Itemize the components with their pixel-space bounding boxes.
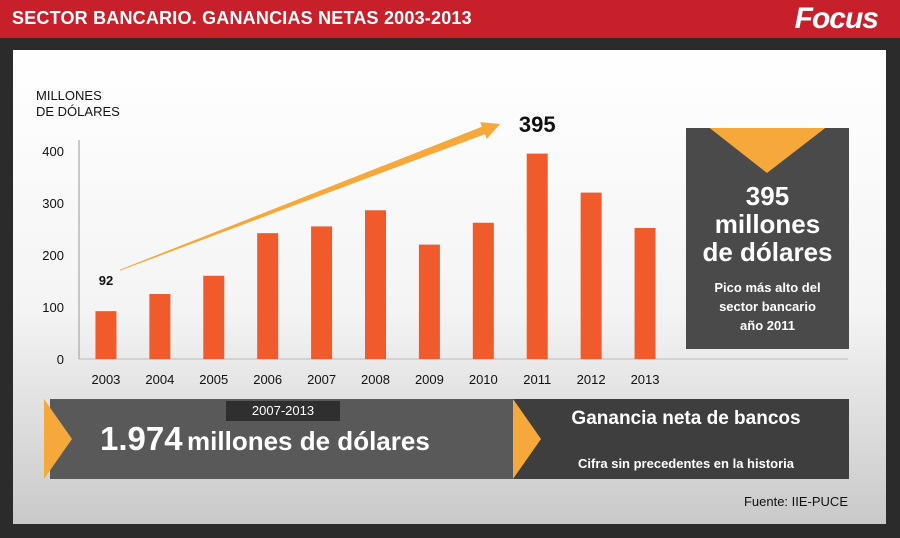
bar (472, 222, 494, 359)
x-tick-label: 2005 (199, 372, 228, 387)
y-axis-label: MILLONES DE DÓLARES (36, 88, 120, 119)
source-note: Fuente: IIE-PUCE (743, 494, 848, 509)
summary-band-right (513, 399, 849, 479)
x-tick-label: 2012 (577, 372, 606, 387)
period-badge: 2007-2013 (226, 401, 340, 421)
bar (526, 153, 548, 359)
focus-logo: Focus (794, 2, 879, 35)
y-tick-label: 200 (42, 248, 64, 263)
bar (311, 226, 333, 359)
y-tick-label: 300 (42, 196, 64, 211)
x-tick-label: 2010 (469, 372, 498, 387)
peak-note: Pico más alto del sector bancario año 20… (686, 278, 849, 335)
bar (257, 233, 279, 359)
x-tick-label: 2011 (523, 372, 551, 387)
peak-value-currency: de dólares (702, 237, 833, 267)
header-bar: SECTOR BANCARIO. GANANCIAS NETAS 2003-20… (0, 0, 900, 38)
down-arrow-icon (709, 128, 826, 173)
y-tick-label: 100 (42, 300, 64, 315)
total-amount: 1.974 millones de dólares (100, 420, 430, 458)
page-title: SECTOR BANCARIO. GANANCIAS NETAS 2003-20… (12, 8, 472, 28)
bar (418, 244, 440, 359)
net-profit-subtitle: Cifra sin precedentes en la historia (577, 456, 795, 471)
total-amount-number: 1.974 (100, 420, 183, 457)
peak-note-line: sector bancario (719, 299, 816, 314)
bar (95, 311, 117, 359)
start-value-label: 92 (99, 273, 113, 288)
y-tick-label: 0 (57, 352, 64, 367)
peak-note-line: año 2011 (740, 318, 795, 333)
x-tick-label: 2008 (361, 372, 390, 387)
peak-value: 395 millones de dólares (686, 182, 849, 266)
x-tick-label: 2013 (631, 372, 660, 387)
bar (634, 227, 656, 359)
bar (580, 192, 602, 359)
x-tick-label: 2006 (253, 372, 282, 387)
peak-value-unit: millones (714, 209, 821, 239)
x-tick-label: 2009 (415, 372, 444, 387)
net-profit-title: Ganancia neta de bancos (571, 408, 801, 429)
x-tick-label: 2003 (91, 372, 120, 387)
peak-note-line: Pico más alto del (714, 280, 821, 295)
bar (149, 294, 171, 359)
bar (365, 210, 386, 359)
total-amount-unit: millones de dólares (187, 426, 430, 456)
peak-value-number: 395 (745, 181, 790, 211)
peak-highlight-box: 395 millones de dólares Pico más alto de… (686, 128, 849, 349)
x-tick-label: 2004 (145, 372, 174, 387)
peak-value-label: 395 (519, 112, 556, 137)
y-tick-label: 400 (42, 144, 64, 159)
bar (203, 275, 225, 359)
trend-arrow (119, 122, 501, 271)
x-tick-label: 2007 (307, 372, 336, 387)
